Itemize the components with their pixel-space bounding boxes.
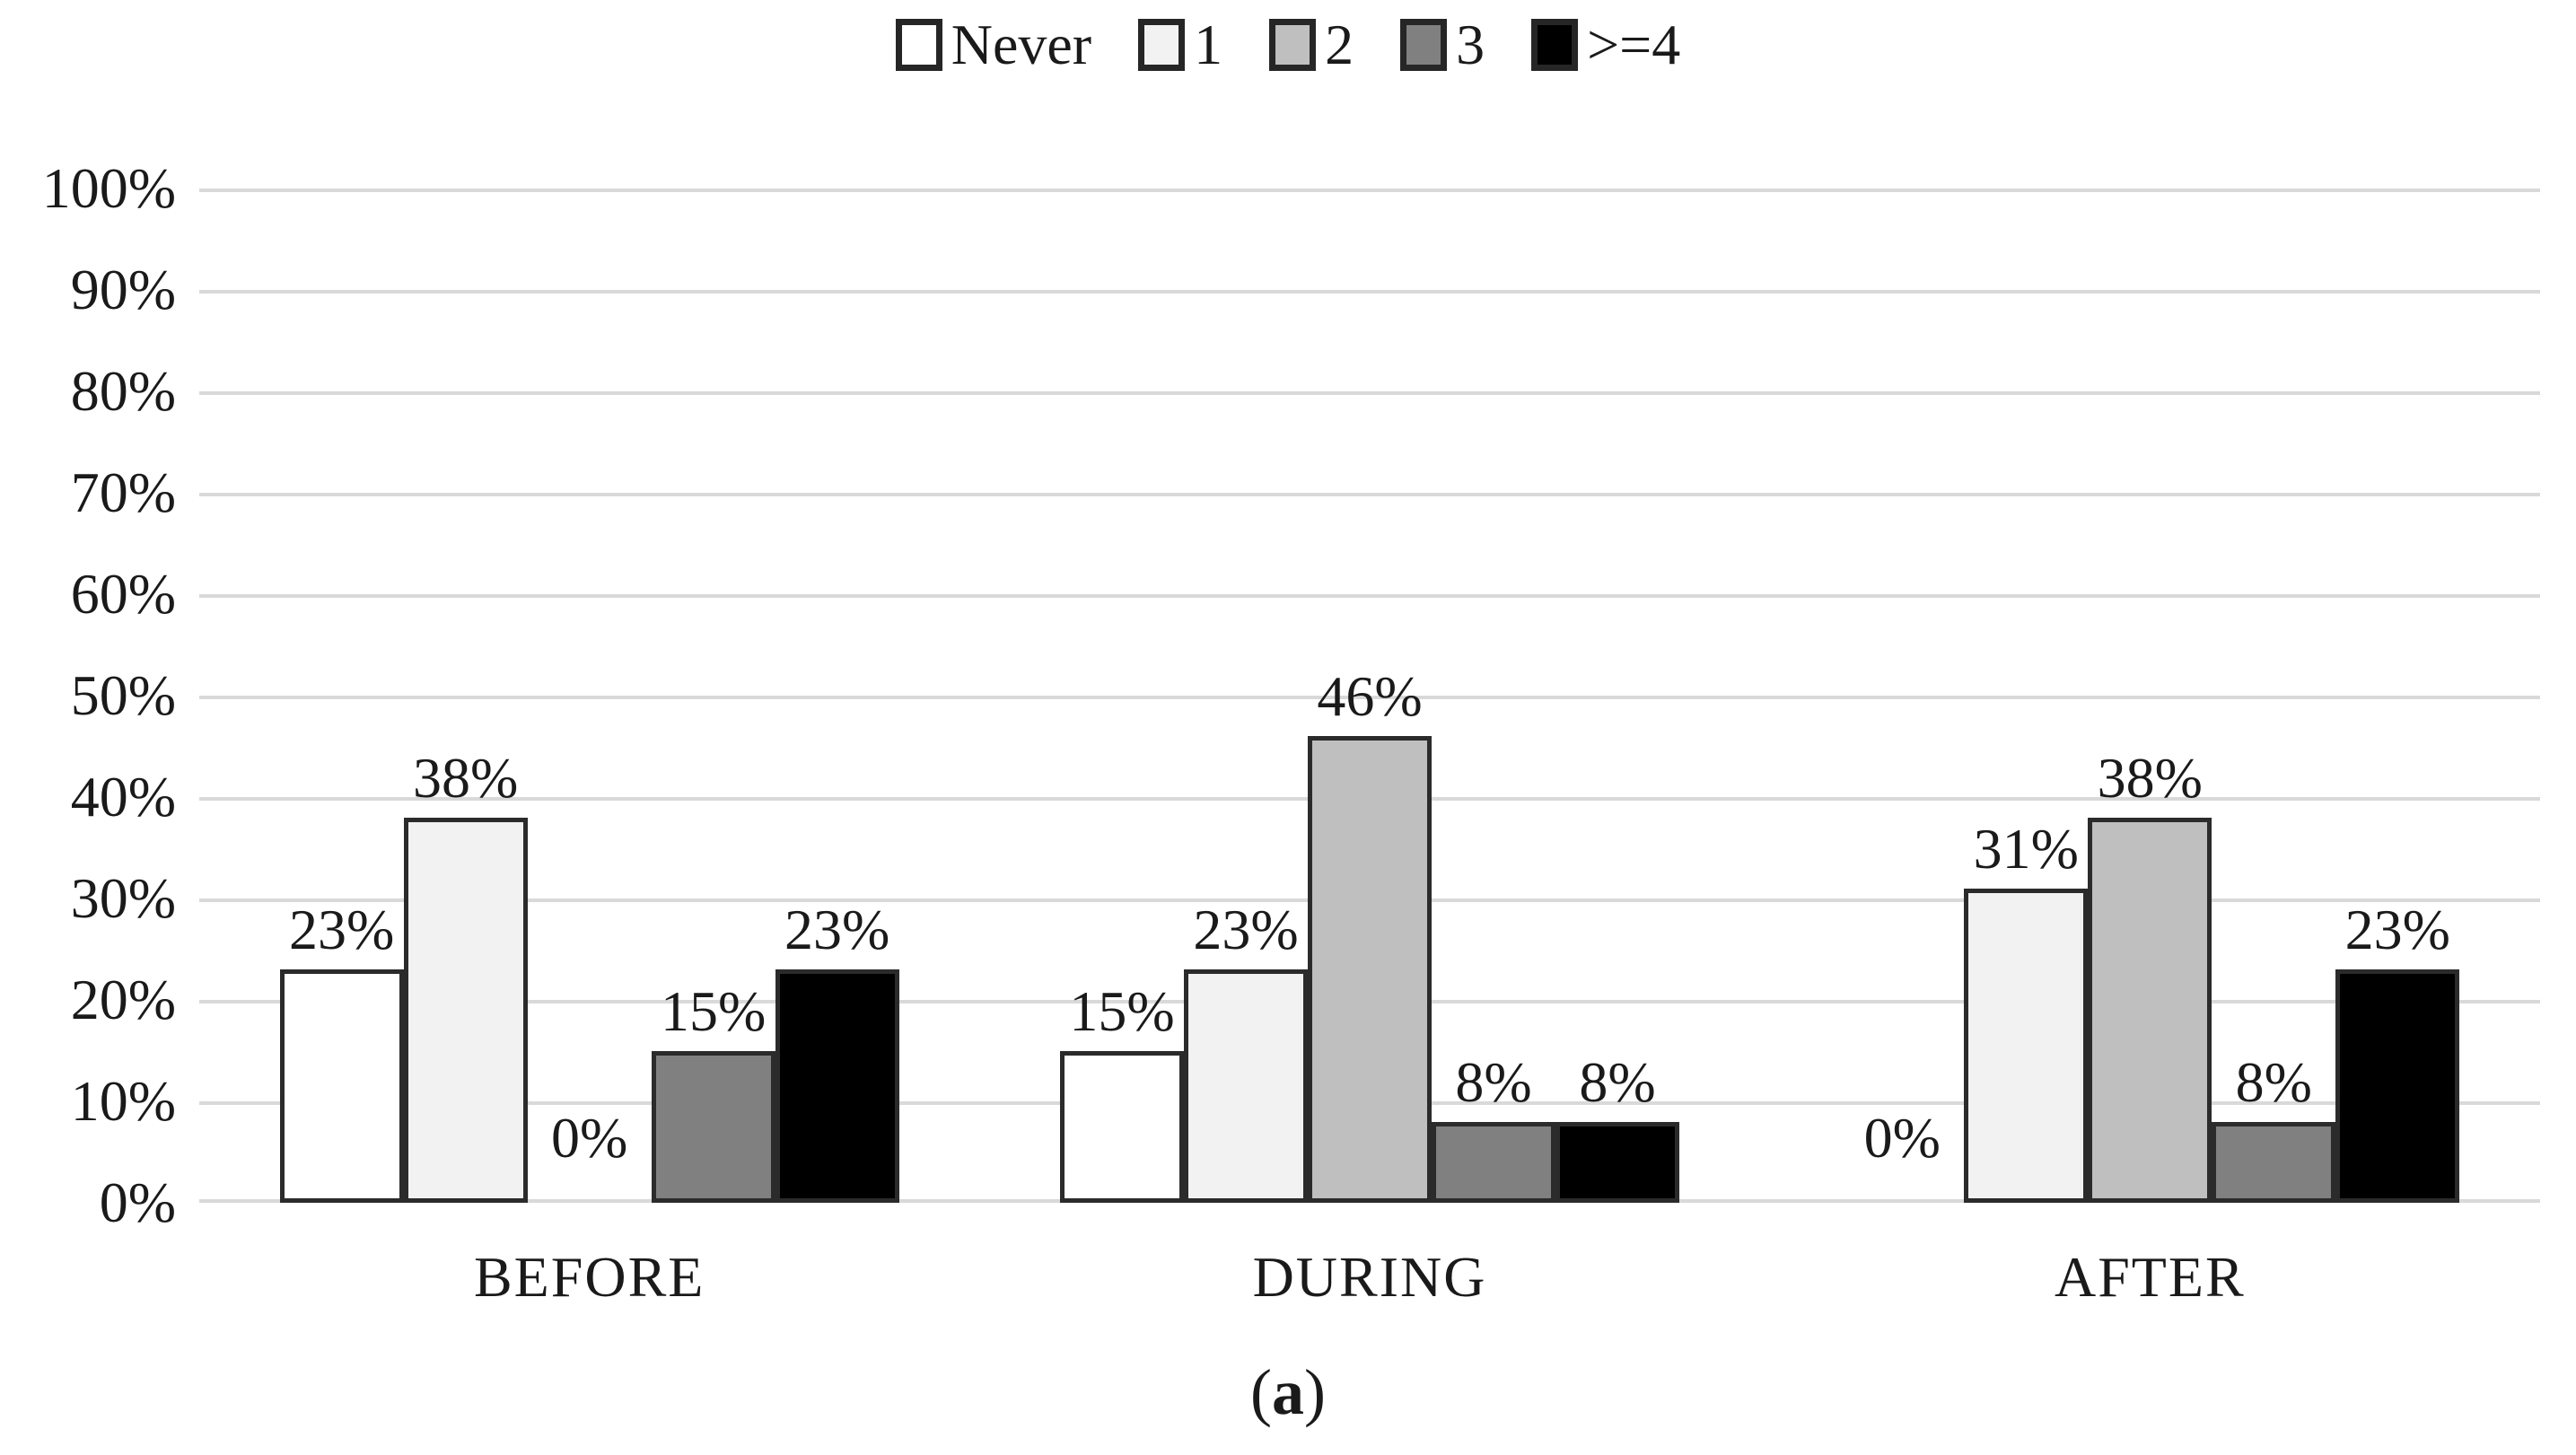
caption-open-paren: (: [1250, 1356, 1272, 1428]
bar: [1555, 1121, 1679, 1203]
bar-value-label: 31%: [1973, 816, 2079, 881]
legend-label: 2: [1325, 13, 1354, 76]
legend-swatch: [1138, 19, 1186, 71]
y-axis-labels: 100% 90% 80% 70% 60% 50% 40% 30% 20% 10% 0%: [0, 160, 176, 1231]
bar-value-label: 38%: [2097, 745, 2203, 810]
y-tick-label: 70%: [70, 460, 176, 524]
bar-value-label: 0%: [1863, 1106, 1941, 1170]
y-tick-label: 90%: [70, 258, 176, 321]
y-tick-label: 40%: [70, 765, 176, 828]
gridline: [199, 594, 2540, 598]
bar: [1432, 1121, 1555, 1203]
bar-value-label: 23%: [1193, 898, 1299, 962]
gridline: [199, 696, 2540, 699]
bar: [1964, 888, 2089, 1203]
legend-swatch: [1269, 19, 1317, 71]
caption-close-paren: ): [1304, 1356, 1326, 1428]
bar: [2335, 969, 2460, 1203]
y-tick-label: 50%: [70, 663, 176, 727]
gridline: [199, 493, 2540, 496]
legend-swatch: [1400, 19, 1448, 71]
gridline: [199, 188, 2540, 192]
legend-label: >=4: [1587, 13, 1681, 76]
x-axis-labels: BEFORE DURING AFTER: [0, 1245, 2576, 1327]
y-tick-label: 60%: [70, 562, 176, 626]
y-tick-label: 80%: [70, 359, 176, 423]
caption-letter: a: [1272, 1356, 1304, 1428]
gridline: [199, 391, 2540, 395]
bar-value-label: 0%: [551, 1106, 628, 1170]
bar: [1184, 969, 1308, 1203]
plot-area: 23% 38% 0% 15% 23% 15% 23% 46% 8% 8% 0% 31% 38% 8% 23%: [199, 188, 2540, 1203]
gridline: [199, 290, 2540, 294]
bar-value-label: 8%: [1579, 1049, 1656, 1114]
bar-value-label: 23%: [2344, 898, 2450, 962]
legend-label: 1: [1194, 13, 1223, 76]
bar-value-label: 23%: [289, 898, 395, 962]
legend-item: >=4: [1531, 16, 1680, 74]
legend-item: 3: [1400, 16, 1485, 74]
legend-item: 1: [1138, 16, 1222, 74]
y-tick-label: 10%: [70, 1069, 176, 1133]
bar-value-label: 38%: [413, 745, 519, 810]
x-category-label: DURING: [1252, 1245, 1487, 1309]
legend-item: Never: [895, 13, 1092, 76]
legend-label: 3: [1456, 13, 1485, 76]
chart-legend: Never 1 2 3 >=4: [0, 16, 2576, 74]
legend-label: Never: [951, 13, 1092, 76]
bar: [403, 817, 528, 1203]
bar: [2212, 1121, 2336, 1203]
figure-caption: (a): [0, 1356, 2576, 1428]
bar-value-label: 46%: [1317, 664, 1423, 729]
bar: [1308, 736, 1432, 1203]
y-tick-label: 100%: [41, 156, 176, 220]
legend-swatch: [895, 19, 942, 71]
bar: [651, 1050, 775, 1203]
bar-value-label: 8%: [1455, 1049, 1532, 1114]
x-category-label: AFTER: [2054, 1245, 2246, 1309]
bar: [775, 969, 899, 1203]
bar-value-label: 8%: [2235, 1049, 2312, 1114]
legend-item: 2: [1269, 16, 1354, 74]
y-tick-label: 0%: [99, 1170, 176, 1234]
legend-swatch: [1531, 19, 1579, 71]
bar: [1060, 1050, 1184, 1203]
y-tick-label: 30%: [70, 866, 176, 930]
bar-value-label: 15%: [1069, 978, 1175, 1043]
bar: [2088, 817, 2212, 1203]
bar-value-label: 23%: [784, 898, 890, 962]
bar-value-label: 15%: [661, 978, 767, 1043]
x-category-label: BEFORE: [473, 1245, 705, 1309]
y-tick-label: 20%: [70, 968, 176, 1031]
bar: [279, 969, 404, 1203]
